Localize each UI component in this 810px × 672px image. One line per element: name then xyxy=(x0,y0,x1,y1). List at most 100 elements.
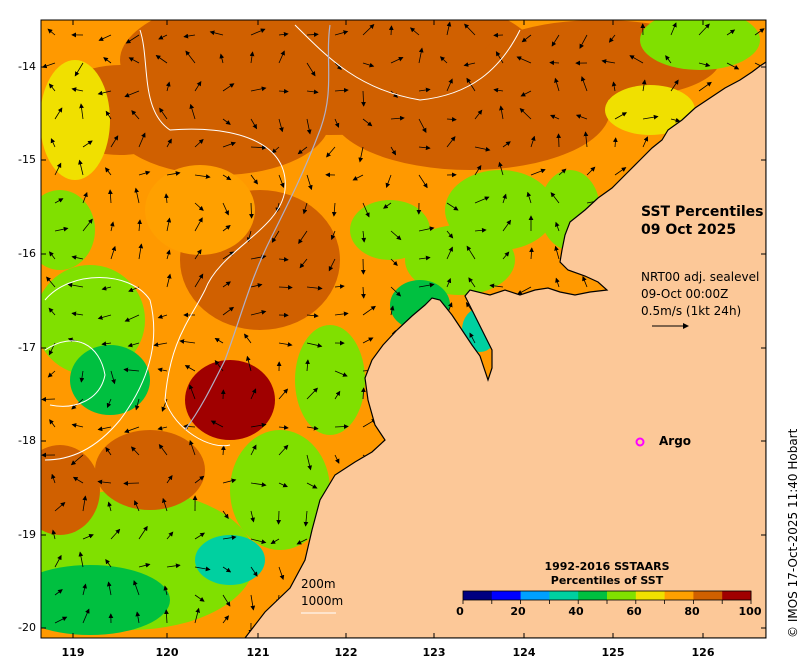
current-arrow xyxy=(334,390,341,400)
current-arrow xyxy=(71,255,84,260)
vector-info-line3: 0.5m/s (1kt 24h) xyxy=(641,304,742,318)
x-tick-label: 123 xyxy=(422,646,446,659)
current-arrow xyxy=(184,365,196,372)
current-arrow xyxy=(754,28,765,36)
current-arrow xyxy=(474,146,491,152)
current-arrow xyxy=(582,276,588,288)
current-arrow xyxy=(334,62,342,70)
current-arrow xyxy=(50,138,56,148)
current-arrow xyxy=(194,273,204,288)
sst-patch xyxy=(185,360,275,440)
current-arrow xyxy=(250,566,258,577)
current-arrow xyxy=(334,284,345,289)
land xyxy=(244,20,766,638)
credit-text: © IMOS 17-Oct-2025 11:40 Hobart xyxy=(786,428,800,638)
current-arrow xyxy=(446,277,452,288)
sst-patch xyxy=(195,535,265,585)
current-arrow xyxy=(530,135,536,148)
current-arrow xyxy=(82,583,87,596)
current-arrow xyxy=(521,34,532,43)
sst-patch xyxy=(445,170,555,250)
current-arrow xyxy=(157,425,168,431)
current-arrow xyxy=(390,230,402,241)
current-arrow xyxy=(164,193,169,204)
current-arrow xyxy=(220,445,226,456)
current-arrow xyxy=(446,116,457,122)
current-arrow xyxy=(166,563,181,569)
current-arrow xyxy=(166,217,172,232)
current-arrow xyxy=(362,118,373,127)
current-arrow xyxy=(250,145,267,150)
colorbar-segment xyxy=(664,591,694,600)
sst-patch xyxy=(95,430,205,510)
vector-info: NRT00 adj. sealevel 09-Oct 00:00Z 0.5m/s… xyxy=(641,269,759,320)
current-arrow xyxy=(446,202,459,211)
current-arrow xyxy=(555,277,560,288)
current-arrow xyxy=(194,475,205,484)
current-arrow xyxy=(474,196,490,204)
current-arrow xyxy=(556,133,562,148)
current-arrow xyxy=(138,132,146,148)
current-arrow xyxy=(54,616,68,624)
current-arrow xyxy=(278,482,288,488)
current-arrow xyxy=(110,528,121,540)
current-arrow xyxy=(105,110,112,120)
current-arrow xyxy=(70,454,84,466)
current-arrow xyxy=(250,310,267,316)
current-arrow xyxy=(520,90,532,97)
current-arrow xyxy=(135,611,141,624)
current-arrow xyxy=(550,114,560,120)
current-arrow xyxy=(306,454,312,471)
current-arrow xyxy=(670,79,679,92)
current-arrow xyxy=(130,446,140,456)
current-arrow xyxy=(82,218,93,232)
current-arrow xyxy=(495,51,504,64)
current-arrow xyxy=(250,28,266,36)
current-arrow xyxy=(698,81,712,92)
current-arrow xyxy=(222,251,235,260)
sst-patch xyxy=(70,345,150,415)
current-arrow xyxy=(271,146,280,154)
sst-patch xyxy=(295,325,365,435)
current-arrow xyxy=(209,30,224,36)
current-arrow xyxy=(278,88,289,94)
current-arrow xyxy=(614,112,627,120)
current-arrow xyxy=(107,501,112,512)
current-arrow xyxy=(158,34,168,40)
current-arrow xyxy=(328,258,336,272)
current-arrow xyxy=(331,202,337,217)
y-tick-label: -15 xyxy=(18,153,36,166)
current-arrow xyxy=(49,419,56,428)
sst-patch xyxy=(41,60,110,180)
current-arrow xyxy=(306,62,316,77)
current-arrow xyxy=(188,384,196,400)
current-arrow xyxy=(194,594,205,602)
current-arrow xyxy=(698,23,710,36)
current-arrow xyxy=(74,62,84,77)
current-arrow xyxy=(464,23,476,36)
current-arrow xyxy=(474,227,487,233)
current-arrow xyxy=(155,55,168,64)
current-arrow xyxy=(446,246,453,260)
current-arrow xyxy=(54,554,62,568)
sst-patch xyxy=(350,200,430,260)
current-arrow xyxy=(79,103,84,120)
isobath-200m xyxy=(139,29,286,447)
current-arrow xyxy=(219,53,225,64)
current-arrow xyxy=(166,474,173,484)
current-arrow xyxy=(107,189,113,204)
current-arrow xyxy=(222,83,235,92)
current-arrow xyxy=(71,423,84,428)
current-arrow xyxy=(222,566,232,573)
current-arrow xyxy=(249,51,255,64)
current-arrow xyxy=(47,370,56,378)
current-arrow xyxy=(250,594,256,611)
current-arrow xyxy=(670,117,681,123)
current-arrow xyxy=(153,342,168,347)
current-arrow xyxy=(439,56,448,64)
current-arrow xyxy=(98,34,112,41)
x-tick-label: 126 xyxy=(691,646,715,659)
colorbar-segment xyxy=(635,591,666,600)
current-arrow xyxy=(409,27,420,36)
current-arrow xyxy=(278,342,293,347)
